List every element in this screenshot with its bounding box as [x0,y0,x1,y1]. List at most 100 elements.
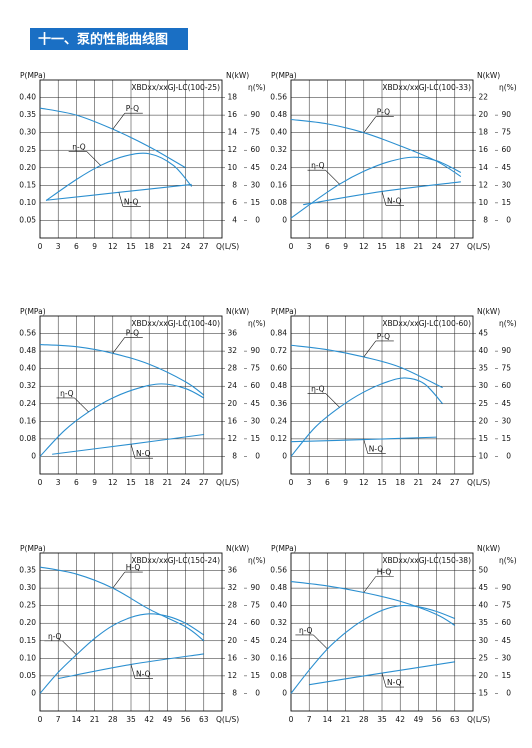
y2-tick-label: 12 [227,671,237,680]
y3-tick-label: 0 [506,451,511,460]
y-axis-title: P(MPa) [271,307,297,316]
y2-tick-label: 10 [478,451,488,460]
y3-tick-label: 60 [501,618,511,627]
y2-tick-label: 20 [478,416,488,425]
y2-tick-label: 22 [478,93,488,102]
y2-tick-label: 25 [478,399,488,408]
x-tick-label: 21 [163,242,173,251]
curve [290,604,455,694]
y3-tick-label: 30 [250,653,260,662]
y2-tick-label: 16 [227,653,237,662]
y2-tick-label: 24 [227,381,237,390]
x-tick-label: 63 [199,715,209,724]
y-tick-label: 0.20 [19,163,36,172]
y-tick-label: 0.05 [19,215,36,224]
x-tick-label: 49 [414,715,424,724]
x-tick-label: 3 [56,242,61,251]
x-tick-label: 12 [108,478,118,487]
y2-tick-label: 10 [227,163,237,172]
y-tick-label: 0.16 [19,416,36,425]
y2-axis-title: N(kW) [226,307,249,316]
x-tick-label: 21 [414,242,424,251]
y3-tick-label: 60 [501,145,511,154]
x-tick-label: 6 [74,242,79,251]
y3-tick-label: 45 [501,399,511,408]
y2-tick-label: 12 [478,180,488,189]
plot-frame [39,315,223,475]
curve [290,580,456,626]
chart-title: XBDxx/xxGJ-LC(100-40) [131,319,220,328]
y2-tick-label: 25 [478,653,488,662]
x-tick-label: 15 [377,242,387,251]
y2-tick-label: 8 [232,451,237,460]
y3-tick-label: 0 [255,688,260,697]
y3-tick-label: 30 [250,416,260,425]
y-tick-label: 0.56 [19,329,36,338]
y-tick-label: 0.36 [270,399,287,408]
y3-axis-title: η(%) [248,83,266,92]
x-axis-title: Q(L/S) [216,715,239,724]
y3-tick-label: 75 [501,601,511,610]
x-tick-label: 21 [90,715,100,724]
x-tick-label: 15 [377,478,387,487]
y3-tick-label: 75 [501,128,511,137]
x-axis-title: Q(L/S) [467,715,490,724]
y-tick-label: 0.48 [19,346,36,355]
y3-tick-label: 75 [501,364,511,373]
curve-label: η-Q [299,626,312,635]
y2-axis-title: N(kW) [477,71,500,80]
y2-tick-label: 15 [478,434,488,443]
y-tick-label: 0.60 [270,364,287,373]
x-tick-label: 0 [289,478,294,487]
y3-tick-label: 45 [501,163,511,172]
y-tick-label: 0.08 [270,198,287,207]
y2-tick-label: 20 [478,671,488,680]
x-tick-label: 18 [395,242,405,251]
label-leader [130,664,136,679]
x-tick-label: 35 [377,715,387,724]
x-tick-label: 28 [108,715,118,724]
plot-frame [290,79,474,239]
label-leader [313,634,328,650]
label-leader [363,576,377,593]
y-tick-label: 0.40 [270,128,287,137]
y2-tick-label: 8 [483,215,488,224]
x-tick-label: 9 [92,478,97,487]
y3-tick-label: 30 [501,180,511,189]
curve-label: P-Q [377,332,390,341]
y-tick-label: 0.30 [19,128,36,137]
y-tick-label: 0.15 [19,180,36,189]
x-tick-label: 42 [395,715,405,724]
y2-tick-label: 28 [227,601,237,610]
x-tick-label: 24 [181,478,191,487]
x-tick-label: 21 [163,478,173,487]
x-tick-label: 27 [199,478,209,487]
label-leader [62,640,77,656]
label-leader [112,571,126,589]
y-tick-label: 0.25 [19,601,36,610]
x-tick-label: 7 [307,715,312,724]
y2-axis-title: N(kW) [477,544,500,553]
y3-tick-label: 45 [250,399,260,408]
y-tick-label: 0.48 [270,381,287,390]
x-axis-title: Q(L/S) [467,242,490,251]
y3-tick-label: 15 [250,434,260,443]
label-leader [130,444,136,459]
x-axis-title: Q(L/S) [216,478,239,487]
y2-tick-label: 14 [227,128,237,137]
curve [39,566,205,642]
y2-tick-label: 28 [227,364,237,373]
curve-label: N-Q [387,678,402,687]
y-tick-label: 0.48 [270,583,287,592]
chart-title: XBDxx/xxGJ-LC(100-60) [382,319,471,328]
y-tick-label: 0.40 [19,364,36,373]
y3-tick-label: 75 [250,601,260,610]
x-tick-label: 15 [126,478,136,487]
y-tick-label: 0.32 [270,618,287,627]
y3-tick-label: 30 [501,653,511,662]
y3-tick-label: 60 [250,618,260,627]
label-leader [112,112,126,130]
y3-axis-title: η(%) [499,83,517,92]
x-tick-label: 24 [432,478,442,487]
y3-tick-label: 90 [501,110,511,119]
